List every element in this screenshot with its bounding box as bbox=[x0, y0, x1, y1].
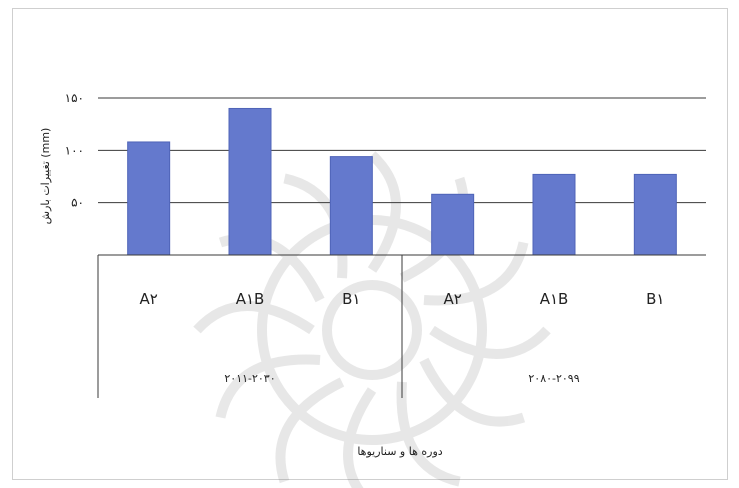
watermark-petal bbox=[429, 325, 551, 359]
x-tick-label: B۱ bbox=[342, 290, 360, 308]
x-category-labels: A۲ A۱B B۱ A۲ A۱B B۱ bbox=[140, 290, 665, 308]
x-axis-title: دوره ها و سناریوها bbox=[357, 445, 442, 458]
x-group-labels: ۲۰۱۱-۲۰۳۰ ۲۰۸۰-۲۰۹۹ bbox=[224, 372, 579, 385]
bar bbox=[431, 193, 475, 256]
bar bbox=[633, 173, 677, 256]
x-tick-label: B۱ bbox=[646, 290, 664, 308]
watermark-petal bbox=[343, 387, 377, 488]
watermark-petal bbox=[193, 301, 315, 335]
bar bbox=[127, 141, 171, 256]
watermark-petal bbox=[215, 354, 321, 419]
bar bbox=[532, 173, 576, 256]
x-tick-label: A۲ bbox=[444, 290, 462, 308]
watermark-petal bbox=[367, 151, 401, 273]
y-tick-labels: ۵۰ ۱۰۰ ۱۵۰ bbox=[65, 91, 84, 210]
bar bbox=[228, 107, 272, 256]
x-group-label: ۲۰۸۰-۲۰۹۹ bbox=[528, 372, 579, 385]
bar bbox=[329, 156, 373, 256]
x-tick-label: A۱B bbox=[236, 290, 265, 308]
watermark-petal bbox=[423, 241, 529, 306]
y-tick-label: ۱۵۰ bbox=[65, 91, 84, 105]
watermark-petal bbox=[419, 357, 526, 427]
watermark-ring bbox=[322, 280, 422, 380]
bars bbox=[127, 107, 677, 256]
x-tick-label: A۲ bbox=[140, 290, 158, 308]
gridlines bbox=[98, 97, 706, 204]
x-group-label: ۲۰۱۱-۲۰۳۰ bbox=[224, 372, 275, 385]
watermark-petal bbox=[275, 377, 345, 484]
x-tick-label: A۱B bbox=[540, 290, 569, 308]
axes bbox=[97, 254, 706, 398]
y-tick-label: ۵۰ bbox=[71, 196, 84, 210]
y-tick-label: ۱۰۰ bbox=[65, 143, 84, 157]
y-axis-title: تغییرات بارش (mm) bbox=[39, 128, 52, 225]
watermark-petal bbox=[396, 381, 461, 487]
